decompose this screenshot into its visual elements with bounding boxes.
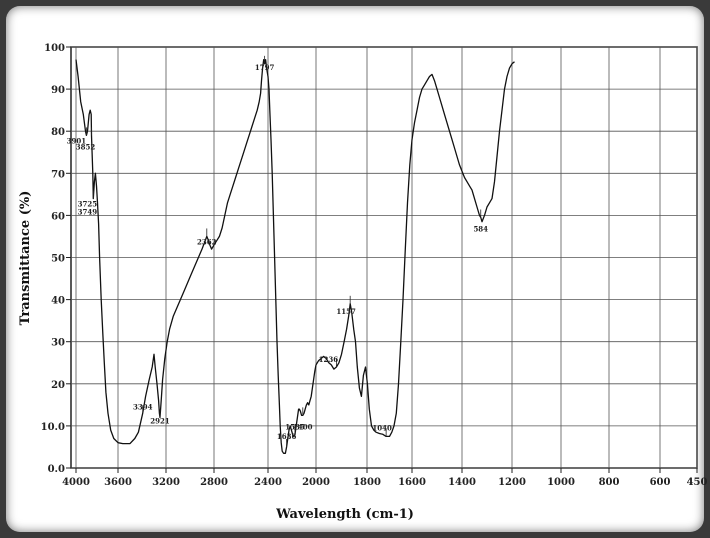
- peak-label: 1040: [372, 423, 392, 432]
- y-tick-label: 30: [51, 338, 65, 349]
- peak-label: 1400: [293, 422, 313, 431]
- y-axis-title: Transmittance (%): [18, 191, 33, 326]
- peak-label: 2362: [197, 237, 217, 246]
- y-tick-label: 20: [51, 380, 65, 391]
- y-tick-label: 80: [51, 127, 65, 138]
- x-axis-ticks: 4000 3600 3200 2800 2400 2000 1800 1600 1400 1200…: [62, 468, 707, 488]
- x-tick-label: 3200: [152, 477, 180, 488]
- peak-label: 1797: [255, 63, 275, 72]
- x-tick-label: 2000: [302, 477, 330, 488]
- peak-label: 1535: [285, 422, 305, 431]
- spectrum-line: [75, 58, 515, 454]
- x-tick-label: 1800: [353, 477, 381, 488]
- x-tick-label: 2800: [200, 477, 228, 488]
- x-tick-label: 1000: [547, 477, 575, 488]
- y-tick-label: 90: [51, 85, 65, 96]
- x-tick-label: 450: [687, 477, 708, 488]
- x-axis-title: Wavelength (cm-1): [275, 507, 414, 522]
- y-tick-label: 60: [51, 211, 65, 222]
- peak-label: 584: [473, 225, 488, 234]
- peak-label: 1157: [336, 307, 356, 316]
- x-tick-label: 800: [599, 477, 620, 488]
- peak-label: 3394: [133, 402, 153, 411]
- grid-lines: [71, 46, 698, 469]
- x-tick-label: 3600: [104, 477, 132, 488]
- peak-label: 3749: [78, 208, 98, 217]
- y-tick-label: 10.0: [41, 422, 65, 433]
- peak-label: 1236: [319, 355, 339, 364]
- x-tick-label: 1400: [448, 477, 476, 488]
- x-tick-label: 4000: [62, 477, 90, 488]
- x-tick-label: 2400: [254, 477, 282, 488]
- y-tick-label: 40: [51, 296, 65, 307]
- peak-label: 1636: [277, 432, 297, 441]
- y-tick-label: 70: [51, 169, 65, 180]
- y-tick-label: 50: [51, 254, 65, 265]
- x-tick-label: 1600: [398, 477, 426, 488]
- peak-label: 2921: [150, 416, 170, 425]
- y-tick-label: 100: [44, 43, 65, 54]
- peak-label: 3852: [76, 142, 96, 151]
- x-tick-label: 600: [650, 477, 671, 488]
- y-axis-ticks: 0.0 10.0 20 30 40 50 60 70 80 90 100: [41, 43, 71, 475]
- spectrum-series: [75, 58, 515, 454]
- x-tick-label: 1200: [498, 477, 526, 488]
- peak-label: 3725: [78, 200, 98, 209]
- y-tick-label: 0.0: [48, 464, 65, 475]
- peak-label: 3901: [67, 136, 87, 145]
